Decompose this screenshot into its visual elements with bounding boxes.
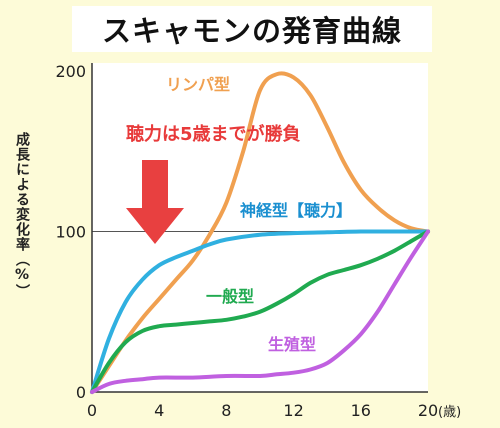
x-tick-label: 8 — [221, 401, 231, 420]
series-general-label: 一般型 — [206, 287, 254, 306]
annotation-text: 聴力は5歳までが勝負 — [126, 123, 301, 145]
series-lymphoid-label: リンパ型 — [166, 75, 230, 94]
x-tick-label: 0 — [87, 401, 97, 420]
y-axis-label: 成長による変化率（%） — [14, 132, 30, 299]
x-tick-label: 12 — [283, 401, 303, 420]
red-arrow — [126, 160, 184, 244]
series-genital-label: 生殖型 — [268, 335, 316, 354]
x-tick-label: 20 — [418, 401, 438, 420]
x-tick-label: 4 — [154, 401, 164, 420]
series-lymphoid-line — [90, 71, 430, 394]
series-neural-line — [90, 229, 430, 394]
series-neural-label: 神経型【聴力】 — [240, 201, 352, 220]
series-genital-line — [90, 229, 430, 394]
x-tick-label: 16 — [351, 401, 371, 420]
x-axis-unit: (歳) — [438, 405, 461, 420]
series-general-line — [90, 229, 430, 394]
y-tick-label: 0 — [76, 383, 86, 402]
page-title: スキャモンの発育曲線 — [72, 6, 432, 52]
y-tick-label: 200 — [55, 62, 86, 81]
y-tick-label: 100 — [55, 223, 86, 242]
